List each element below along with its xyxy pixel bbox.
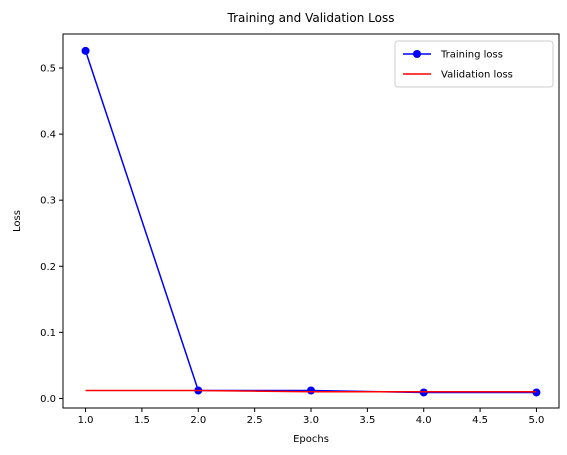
x-tick-label: 2.5 (247, 415, 263, 426)
training-point (81, 46, 90, 55)
x-tick-label: 1.0 (78, 415, 94, 426)
axes-frame (62, 33, 560, 409)
x-tick-label: 1.5 (134, 415, 150, 426)
legend-label: Validation loss (441, 70, 513, 81)
x-tick-label: 2.0 (190, 415, 206, 426)
legend-box (394, 40, 554, 88)
y-tick-label: 0.5 (40, 64, 56, 75)
chart-title: Training and Validation Loss (227, 11, 395, 25)
y-tick-label: 0.4 (40, 130, 56, 141)
x-axis-label: Epochs (293, 434, 329, 445)
y-tick-label: 0.2 (40, 262, 56, 273)
y-tick-label: 0.0 (40, 394, 56, 405)
x-axis: 1.0 1.5 2.0 2.5 3.0 3.5 4.0 4.5 5.0 (78, 408, 545, 426)
y-axis: 0.0 0.1 0.2 0.3 0.4 0.5 (40, 64, 63, 405)
y-axis-label: Loss (12, 210, 23, 232)
x-tick-label: 5.0 (529, 415, 545, 426)
x-tick-label: 3.0 (303, 415, 319, 426)
x-tick-label: 3.5 (359, 415, 375, 426)
x-tick-label: 4.0 (416, 415, 432, 426)
training-point (307, 386, 315, 395)
plot-area (81, 46, 541, 397)
legend-marker (413, 50, 421, 58)
series-line-training (84, 50, 537, 394)
training-point (532, 388, 541, 397)
y-tick-label: 0.3 (40, 196, 56, 207)
legend: Training loss Validation loss (394, 40, 554, 88)
legend-label: Training loss (440, 50, 503, 61)
x-tick-label: 4.5 (472, 415, 488, 426)
series-line-validation (85, 389, 537, 393)
y-tick-label: 0.1 (40, 328, 56, 339)
